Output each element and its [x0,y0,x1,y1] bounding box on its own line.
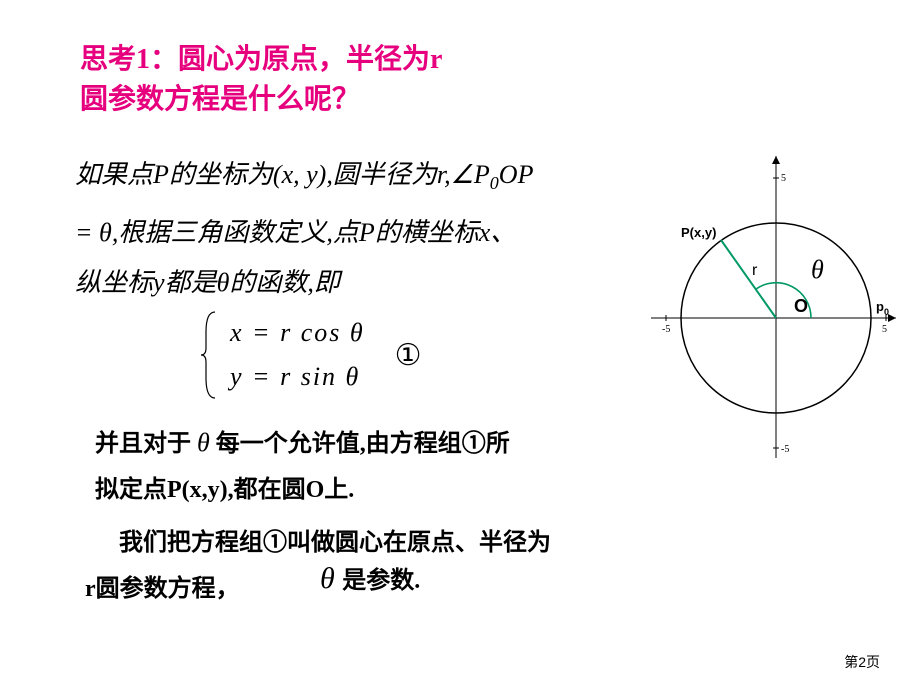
label-o: O [794,296,808,316]
var-p0: P [474,160,490,189]
equation-marker: ① [395,338,422,373]
var-p: P [359,218,375,247]
label-p0: p0 [876,299,889,317]
text: 的横坐标 [375,218,479,247]
theta: θ [99,218,112,247]
title-line-2: 圆参数方程是什么呢？ [80,80,442,120]
page-number: 第2页 [844,652,880,672]
title-line-1: 思考1：圆心为原点，半径为r [80,40,442,80]
body-paragraph-2: 并且对于 θ 每一个允许值,由方程组①所 拟定点P(x,y),都在圆O上. [95,420,510,513]
label-p: P(x,y) [681,225,716,240]
text: ,∠ [444,160,474,189]
text: , [293,160,306,189]
circle-diagram: -5 5 5 -5 P(x,y) r θ O p0 [646,148,906,468]
label-theta: θ [811,255,824,284]
tick-label: 5 [882,324,887,335]
text: 并且对于 [95,431,197,457]
sub0: 0 [490,173,499,193]
tick-label: 5 [781,173,786,184]
left-brace-icon [200,310,220,400]
text: ,根据三角函数定义,点 [112,218,359,247]
equation-system: x = r cos θ y = r sin θ ① [200,310,422,400]
text: 、 [490,218,516,247]
text: 如果点 [75,160,153,189]
theta: θ [217,268,230,297]
text: 是参数. [342,568,420,594]
text: 我们把方程组①叫做圆心在原点、半径为 [119,530,551,556]
var-r: r [437,160,444,189]
text: ),圆半径为 [318,160,437,189]
var-op: OP [499,160,534,189]
text: 每一个允许值,由方程组①所 [210,431,510,457]
body-paragraph-1: 如果点P的坐标为(x, y),圆半径为r,∠P0OP = θ,根据三角函数定义,… [75,150,695,308]
theta: θ [320,562,342,595]
text: 的函数,即 [229,268,340,297]
text: 纵坐标 [75,268,153,297]
equation-line-x: x = r cos θ [230,311,365,355]
text: 的坐标为( [169,160,282,189]
equation-lines: x = r cos θ y = r sin θ [230,311,365,399]
var-y: y [153,268,165,297]
var-x: x [282,160,294,189]
tick-label: -5 [781,444,789,455]
equation-line-y: y = r sin θ [230,355,365,399]
label-r: r [752,262,758,279]
text: = [75,218,99,247]
var-y: y [306,160,318,189]
text: 都是 [165,268,217,297]
theta-is-parameter: θ 是参数. [320,560,420,596]
text: r圆参数方程， [85,576,240,602]
slide-title: 思考1：圆心为原点，半径为r 圆参数方程是什么呢？ [80,40,442,120]
text: 拟定点P(x,y),都在圆O上. [95,477,354,503]
body-paragraph-3-line2: r圆参数方程， [85,568,240,603]
var-p: P [153,160,169,189]
tick-label: -5 [662,324,670,335]
var-x: x [479,218,491,247]
theta: θ [197,428,210,457]
